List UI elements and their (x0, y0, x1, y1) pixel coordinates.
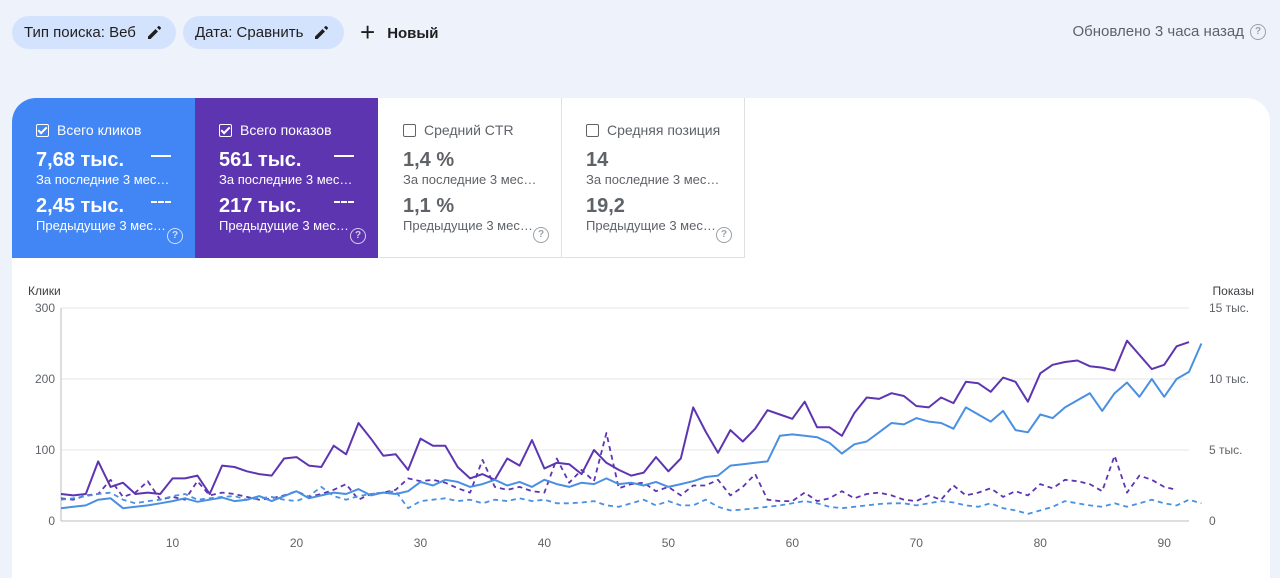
dashed-line-legend-icon (334, 201, 354, 203)
x-tick-label: 40 (538, 536, 552, 550)
checkbox-icon[interactable] (36, 123, 49, 137)
help-icon[interactable]: ? (167, 228, 183, 244)
last-updated: Обновлено 3 часа назад ? (1072, 23, 1266, 40)
y-right-tick-label: 15 тыс. (1209, 301, 1249, 315)
solid-line-legend-icon (334, 155, 354, 157)
y-left-tick-label: 300 (35, 301, 55, 315)
date-filter-label: Дата: Сравнить (195, 24, 304, 41)
x-tick-label: 90 (1158, 536, 1172, 550)
help-icon[interactable]: ? (533, 227, 549, 243)
y-right-tick-label: 10 тыс. (1209, 372, 1249, 386)
y-right-axis-title: Показы (1212, 284, 1254, 298)
metric-previous-value: 217 тыс. (219, 195, 302, 217)
checkbox-icon[interactable] (586, 123, 599, 137)
x-tick-label: 50 (662, 536, 676, 550)
x-tick-label: 70 (910, 536, 924, 550)
metric-card-ctr[interactable]: Средний CTR 1,4 % За последние 3 месяца … (379, 98, 562, 258)
checkbox-icon[interactable] (219, 123, 232, 137)
dashed-line-legend-icon (151, 201, 171, 203)
metric-card-position[interactable]: Средняя позиция 14 За последние 3 месяца… (562, 98, 745, 258)
metric-previous-value: 2,45 тыс. (36, 195, 125, 217)
last-updated-text: Обновлено 3 часа назад (1072, 23, 1244, 40)
performance-chart[interactable]: 0 0 100 5 тыс. 200 10 тыс. 300 15 тыс. 10 20 30 40 5… (12, 98, 1270, 572)
series-line-4 (60, 432, 1177, 503)
y-right-tick-label: 5 тыс. (1209, 443, 1242, 457)
metric-previous-value: 1,1 % (403, 195, 455, 217)
y-left-tick-label: 0 (48, 514, 55, 528)
help-icon[interactable]: ? (1250, 23, 1266, 40)
series-line-3 (60, 485, 1202, 515)
metric-label: Всего показов (240, 122, 332, 138)
series-line-1 (60, 343, 1203, 510)
x-tick-label: 30 (414, 536, 428, 550)
search-type-filter-label: Тип поиска: Веб (24, 24, 136, 41)
solid-line-legend-icon (151, 155, 171, 157)
edit-pencil-icon (313, 25, 329, 41)
metric-current-value: 561 тыс. (219, 149, 302, 171)
metric-card-impressions[interactable]: Всего показов 561 тыс. За последние 3 ме… (195, 98, 378, 258)
x-tick-label: 10 (166, 536, 180, 550)
new-filter-button[interactable]: + Новый (360, 18, 438, 48)
checkbox-icon[interactable] (403, 123, 416, 137)
top-toolbar: Тип поиска: Веб Дата: Сравнить + Новый О… (0, 0, 1280, 64)
date-filter-chip[interactable]: Дата: Сравнить (183, 16, 344, 49)
x-tick-label: 20 (290, 536, 304, 550)
y-left-tick-label: 200 (35, 372, 55, 386)
y-left-tick-label: 100 (35, 443, 55, 457)
x-tick-label: 60 (786, 536, 800, 550)
search-type-filter-chip[interactable]: Тип поиска: Веб (12, 16, 176, 49)
metric-label: Всего кликов (57, 122, 142, 138)
performance-panel: Всего кликов 7,68 тыс. За последние 3 ме… (12, 98, 1270, 578)
plus-icon: + (360, 16, 376, 47)
metric-current-value: 7,68 тыс. (36, 149, 125, 171)
metric-current-value: 1,4 % (403, 149, 455, 171)
metric-card-clicks[interactable]: Всего кликов 7,68 тыс. За последние 3 ме… (12, 98, 195, 258)
series-line-2 (60, 339, 1190, 497)
help-icon[interactable]: ? (350, 228, 366, 244)
metric-previous-value: 19,2 (586, 195, 625, 217)
metric-label: Средний CTR (424, 122, 514, 138)
help-icon[interactable]: ? (716, 227, 732, 243)
metric-label: Средняя позиция (607, 122, 721, 138)
metric-current-value: 14 (586, 149, 609, 171)
new-filter-label: Новый (387, 24, 439, 42)
x-tick-label: 80 (1034, 536, 1048, 550)
y-right-tick-label: 0 (1209, 514, 1216, 528)
edit-pencil-icon (146, 25, 162, 41)
y-left-axis-title: Клики (28, 284, 61, 298)
